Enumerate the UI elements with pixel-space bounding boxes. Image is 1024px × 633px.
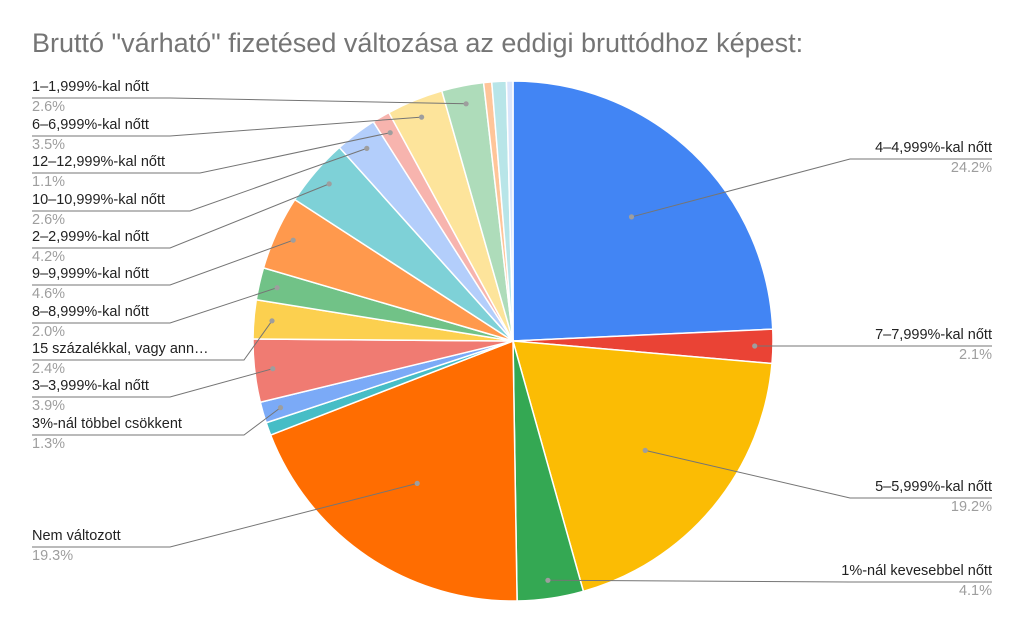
slice-label: 3%-nál többel csökkent — [32, 416, 182, 432]
slice-percent-label: 1.3% — [32, 436, 65, 452]
leader-line — [32, 407, 281, 436]
slice-label: 4–4,999%-kal nőtt — [875, 140, 992, 156]
leader-line — [32, 183, 330, 249]
leader-line — [32, 287, 278, 324]
leader-dot — [387, 130, 393, 136]
slice-label: 9–9,999%-kal nőtt — [32, 266, 149, 282]
slice-percent-label: 4.2% — [32, 249, 65, 265]
leader-line — [32, 482, 418, 548]
leader-dot — [545, 577, 551, 583]
slice-percent-label: 2.6% — [32, 99, 65, 115]
slice-percent-label: 19.2% — [951, 499, 992, 515]
slice-labels: 4–4,999%-kal nőtt 24.2% 7–7,999%-kal nőtt 2… — [32, 79, 992, 599]
leader-line — [32, 368, 273, 398]
leader-dot — [277, 405, 284, 411]
pie-slice — [511, 340, 773, 593]
pie-slice — [512, 80, 774, 342]
slice-percent-label: 4.1% — [959, 583, 992, 599]
leader-line — [645, 449, 992, 499]
pie-slice — [269, 339, 518, 602]
slice-percent-label: 2.4% — [32, 361, 65, 377]
slice-label: 7–7,999%-kal nőtt — [875, 327, 992, 343]
leader-dot — [414, 480, 420, 486]
leader-dot — [419, 114, 425, 120]
slice-percent-label: 2.6% — [32, 212, 65, 228]
slice-label: 12–12,999%-kal nőtt — [32, 154, 165, 170]
slice-percent-label: 4.6% — [32, 286, 65, 302]
leader-line — [32, 116, 422, 137]
leader-dot — [269, 318, 275, 324]
leader-dot — [628, 214, 635, 220]
slice-percent-label: 3.9% — [32, 398, 65, 414]
leader-dot — [463, 101, 469, 107]
leader-dot — [752, 343, 758, 349]
slice-percent-label: 1.1% — [32, 174, 65, 190]
slice-percent-label: 24.2% — [951, 160, 992, 176]
leader-dot — [642, 447, 648, 453]
slice-label: 6–6,999%-kal nőtt — [32, 117, 149, 133]
slice-label: 3–3,999%-kal nőtt — [32, 378, 149, 394]
leader-line — [547, 579, 992, 583]
leader-dot — [290, 237, 296, 243]
leader-dot — [274, 285, 280, 291]
leader-line — [32, 239, 294, 286]
leader-line — [631, 158, 992, 218]
slice-label: 1–1,999%-kal nőtt — [32, 79, 149, 95]
leader-lines — [32, 97, 992, 583]
leader-line — [32, 320, 273, 361]
slice-percent-label: 3.5% — [32, 137, 65, 153]
pie-slice — [505, 80, 514, 342]
leader-dot — [364, 145, 370, 151]
chart-title: Bruttó "várható" fizetésed változása az … — [32, 28, 804, 58]
slice-label: 1%-nál kevesebbel nőtt — [841, 563, 992, 579]
slice-label: 15 százalékkal, vagy ann… — [32, 341, 209, 357]
pie-slices — [252, 80, 774, 602]
slice-percent-label: 2.0% — [32, 324, 65, 340]
slice-label: 5–5,999%-kal nőtt — [875, 479, 992, 495]
leader-dot — [326, 181, 332, 187]
leader-dot — [270, 366, 276, 372]
slice-percent-label: 19.3% — [32, 548, 73, 564]
slice-label: 2–2,999%-kal nőtt — [32, 229, 149, 245]
leader-line — [32, 132, 391, 174]
leader-line — [32, 147, 367, 212]
leader-line — [32, 97, 467, 105]
slice-percent-label: 2.1% — [959, 347, 992, 363]
slice-label: Nem változott — [32, 528, 121, 544]
slice-label: 8–8,999%-kal nőtt — [32, 304, 149, 320]
slice-label: 10–10,999%-kal nőtt — [32, 192, 165, 208]
